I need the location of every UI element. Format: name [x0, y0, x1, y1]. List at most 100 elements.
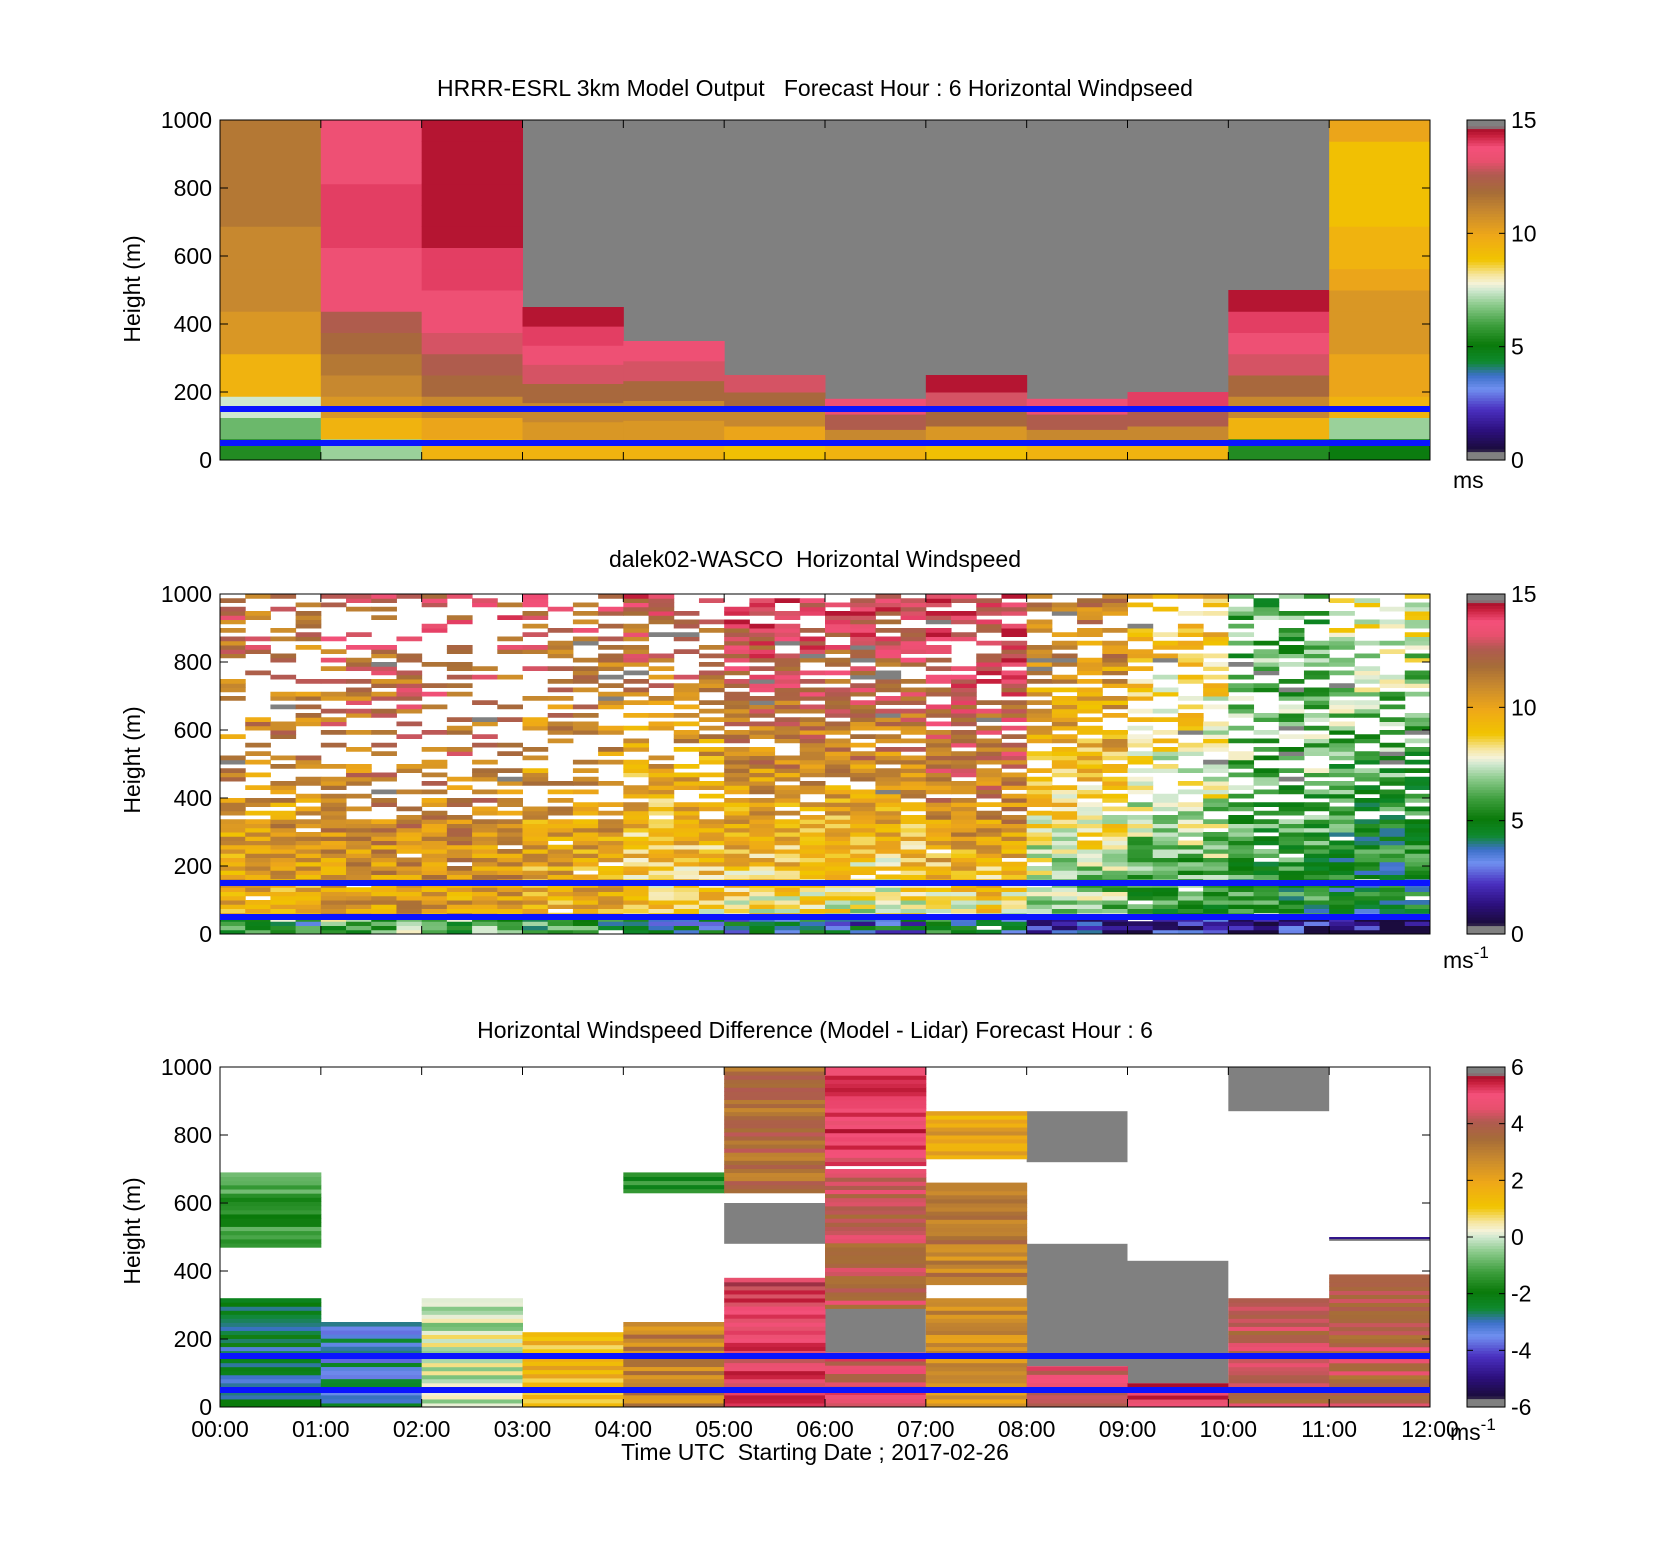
lidar-cell [749, 700, 776, 705]
colorbar-swatch [1467, 312, 1505, 317]
lidar-cell [774, 772, 801, 778]
lidar-cell [1102, 738, 1128, 744]
lidar-cell [648, 776, 675, 782]
difference-cell [220, 1398, 322, 1404]
lidar-cell [371, 802, 397, 807]
colorbar-swatch [1467, 1237, 1505, 1241]
colorbar-swatch [1467, 1146, 1505, 1150]
lidar-cell [976, 908, 1002, 914]
lidar-cell [421, 602, 448, 608]
lidar-cell [446, 849, 473, 854]
lidar-cell [648, 594, 675, 599]
colorbar-swatch [1467, 1081, 1505, 1085]
lidar-cell [850, 823, 876, 829]
difference-cell [1026, 1370, 1128, 1375]
lidar-cell [295, 764, 322, 769]
lidar-cell [1177, 840, 1204, 846]
lidar-cell [1127, 874, 1154, 880]
lidar-cell [850, 840, 876, 846]
colorbar-swatch [1467, 219, 1505, 223]
lidar-cell [925, 764, 952, 769]
lidar-cell [1228, 895, 1255, 901]
lidar-cell [346, 645, 372, 650]
lidar-cell [900, 819, 927, 824]
lidar-cell [1379, 768, 1406, 773]
lidar-cell [1026, 891, 1053, 897]
lidar-cell [446, 827, 473, 833]
lidar-cell [547, 789, 574, 795]
lidar-cell [825, 874, 851, 880]
colorbar-swatch [1467, 1239, 1505, 1244]
lidar-cell [1203, 602, 1229, 608]
lidar-cell [371, 866, 397, 871]
colorbar-swatch [1467, 165, 1505, 169]
lidar-cell [774, 836, 801, 841]
lidar-cell [1152, 632, 1179, 637]
lidar-cell [875, 921, 902, 926]
lidar-cell [572, 776, 599, 782]
lidar-cell [875, 594, 902, 599]
lidar-cell [295, 840, 322, 846]
lidar-cell [1278, 611, 1305, 616]
lidar-cell [724, 861, 750, 867]
lidar-cell [522, 666, 549, 671]
lidar-cell [875, 696, 902, 701]
lidar-cell [245, 645, 271, 650]
lidar-cell [1379, 853, 1406, 858]
lidar-cell [1404, 691, 1431, 697]
colorbar-swatch [1467, 772, 1505, 776]
difference-cell [320, 1358, 423, 1363]
lidar-cell [749, 759, 776, 765]
difference-cell [1329, 1374, 1431, 1380]
lidar-cell [1228, 687, 1255, 693]
colorbar-swatch [1467, 199, 1505, 203]
difference-cell [724, 1140, 826, 1145]
lidar-cell [825, 632, 851, 637]
lidar-cell [623, 925, 650, 931]
colorbar-swatch [1467, 1251, 1505, 1255]
lidar-cell [1379, 798, 1406, 803]
colorbar-swatch [1467, 409, 1505, 413]
difference-cell [724, 1111, 826, 1117]
lidar-cell [698, 598, 725, 603]
lidar-cell [825, 857, 851, 863]
colorbar-swatch [1467, 332, 1505, 336]
lidar-cell [320, 857, 347, 863]
lidar-cell [1228, 615, 1255, 620]
lidar-cell [1177, 628, 1204, 633]
model-cell [220, 183, 322, 206]
colorbar-swatch [1467, 420, 1505, 424]
lidar-cell [951, 861, 977, 867]
lidar-cell [346, 713, 372, 718]
lidar-cell [1177, 844, 1204, 850]
lidar-cell [925, 742, 952, 748]
lidar-cell [623, 611, 650, 616]
lidar-cell [1278, 857, 1305, 863]
lidar-cell [472, 742, 498, 748]
model-cell [1228, 290, 1330, 312]
lidar-cell [270, 785, 297, 790]
colorbar-swatch [1467, 1350, 1505, 1354]
lidar-cell [396, 696, 423, 701]
lidar-cell [774, 708, 801, 714]
difference-cell [522, 1402, 624, 1408]
lidar-cell [1278, 662, 1305, 667]
lidar-cell [295, 691, 322, 697]
lidar-cell [1203, 781, 1229, 786]
lidar-cell [850, 619, 876, 625]
lidar-cell [850, 849, 876, 854]
lidar-cell [925, 836, 952, 841]
lidar-cell [799, 751, 826, 756]
lidar-cell [623, 904, 650, 909]
lidar-cell [522, 900, 549, 905]
lidar-cell [850, 628, 876, 633]
lidar-cell [1026, 827, 1053, 833]
lidar-cell [900, 776, 927, 782]
lidar-cell [1354, 679, 1381, 684]
lidar-cell [925, 921, 952, 926]
lidar-cell [346, 806, 372, 812]
difference-cell [825, 1356, 927, 1362]
lidar-cell [1026, 734, 1053, 739]
lidar-cell [623, 772, 650, 778]
lidar-cell [1253, 908, 1280, 914]
